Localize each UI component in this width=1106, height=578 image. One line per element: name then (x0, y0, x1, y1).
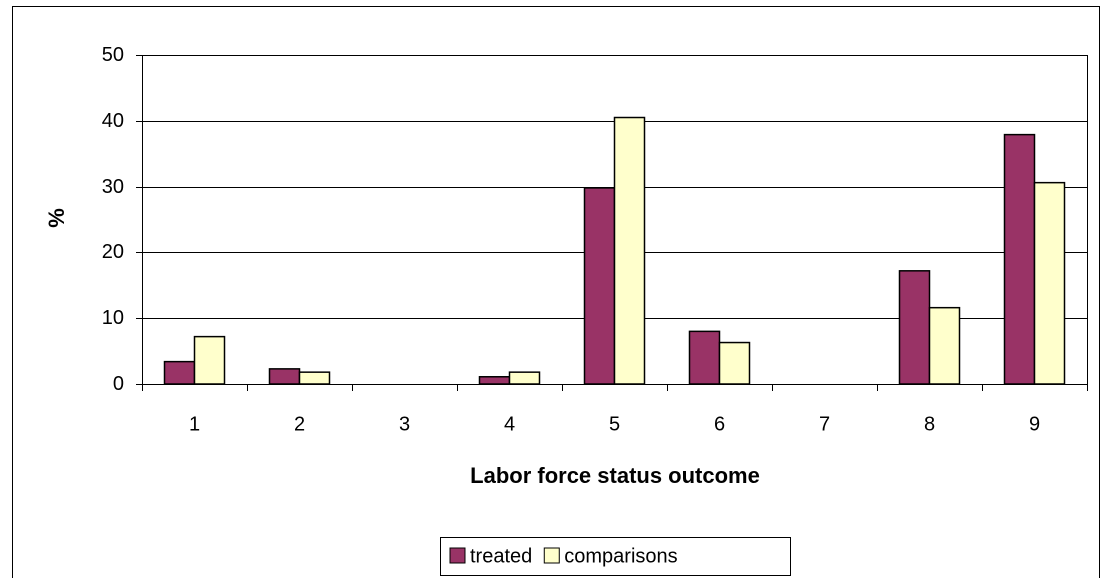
x-tick-label: 8 (924, 413, 935, 435)
bar (298, 371, 331, 385)
x-tick-label: 5 (609, 413, 620, 435)
bar (718, 341, 751, 385)
x-axis-title: Labor force status outcome (470, 463, 760, 488)
x-tick-label: 3 (399, 413, 410, 435)
y-tick-label: 30 (102, 176, 124, 198)
legend-swatch (449, 547, 466, 564)
legend-label: treated (470, 545, 532, 567)
x-tick-label: 2 (294, 413, 305, 435)
legend-swatch (543, 547, 560, 564)
bar (688, 330, 721, 385)
y-tick-label: 20 (102, 241, 124, 263)
bar (508, 371, 541, 385)
bar (193, 335, 226, 385)
bar (898, 270, 931, 385)
bar (268, 368, 301, 385)
bar (583, 187, 616, 385)
legend-label: comparisons (564, 545, 677, 567)
bar (1003, 133, 1036, 385)
y-tick-label: 10 (102, 307, 124, 329)
y-tick-label: 50 (102, 44, 124, 66)
x-tick-label: 9 (1029, 413, 1040, 435)
bar (1033, 181, 1066, 385)
x-tick-label: 4 (504, 413, 515, 435)
y-axis-title: % (44, 208, 69, 228)
x-tick-label: 1 (189, 413, 200, 435)
x-tick-label: 6 (714, 413, 725, 435)
y-tick-label: 40 (102, 110, 124, 132)
bar (163, 360, 196, 385)
x-tick-label: 7 (819, 413, 830, 435)
legend (440, 537, 791, 576)
y-tick-label: 0 (113, 373, 124, 395)
bar (478, 376, 511, 385)
chart-frame (12, 6, 1100, 578)
bar (613, 116, 646, 385)
bar (928, 306, 961, 385)
